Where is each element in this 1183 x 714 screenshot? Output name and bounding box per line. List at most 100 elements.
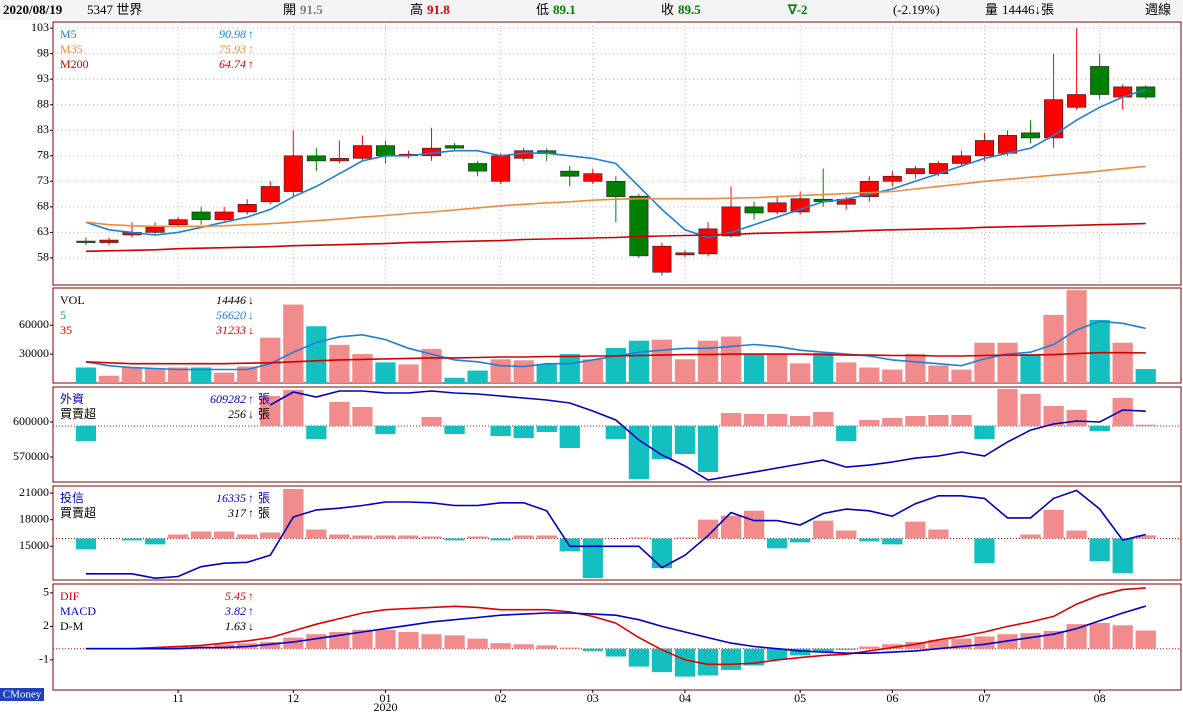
bar <box>651 339 673 383</box>
candle-body <box>629 195 649 257</box>
legend-unit: 張 <box>258 407 270 421</box>
bar <box>75 367 97 383</box>
bar <box>859 538 880 542</box>
bar <box>928 365 949 383</box>
legend-name: 35 <box>60 323 72 337</box>
bar <box>582 538 603 579</box>
bar <box>743 354 765 383</box>
bar <box>75 538 97 550</box>
x-tick-label: 02 <box>495 691 507 705</box>
bar <box>559 426 580 448</box>
y-tick-label: 21000 <box>19 485 49 499</box>
bar <box>1089 319 1110 383</box>
candle-body <box>237 204 257 213</box>
legend-value: 256 <box>228 407 246 421</box>
bar <box>1135 535 1156 539</box>
legend-trend: ↑ <box>248 392 254 406</box>
x-tick-label: 01 <box>379 691 391 705</box>
bar <box>121 538 143 541</box>
y-tick-label: 63 <box>37 224 49 238</box>
bar <box>628 426 650 479</box>
candle-body <box>260 186 280 203</box>
legend-value: 14446 <box>216 293 246 307</box>
item-value: 91.5 <box>300 2 323 17</box>
legend-name: VOL <box>60 293 85 307</box>
candle-body <box>583 173 603 182</box>
panel-frame <box>52 485 1182 581</box>
bar <box>421 634 442 649</box>
bar <box>928 529 949 539</box>
y-tick-label: 30000 <box>19 346 49 360</box>
y-tick-label: 2 <box>43 618 49 632</box>
bar <box>836 648 857 650</box>
bar <box>836 530 857 539</box>
bar <box>905 416 926 426</box>
change: ∇-2 <box>787 2 808 17</box>
bar <box>1135 369 1156 383</box>
legend-name: DIF <box>60 589 80 603</box>
bar <box>214 531 235 539</box>
bar <box>421 417 442 426</box>
bar <box>1135 424 1156 426</box>
bar <box>743 414 765 426</box>
bar <box>490 359 511 383</box>
legend-value: 31233 <box>215 323 246 337</box>
candle-body <box>445 145 465 149</box>
bar <box>375 426 396 434</box>
bar <box>720 413 742 426</box>
bar <box>836 426 857 441</box>
bar <box>1112 398 1133 426</box>
bar <box>766 354 788 383</box>
bar <box>813 353 834 383</box>
bar <box>859 646 880 649</box>
bar <box>559 354 580 383</box>
volume-label: 量 <box>985 2 998 17</box>
bar <box>306 326 327 383</box>
candle-body <box>698 228 718 255</box>
legend-name: M35 <box>60 42 83 56</box>
y-tick-label: 600000 <box>13 414 49 428</box>
candle-body <box>352 145 372 159</box>
candle-body <box>283 155 303 192</box>
bar <box>813 520 834 539</box>
legend-trend: ↓ <box>248 407 254 421</box>
stock: 5347 世界 <box>87 2 142 17</box>
bar <box>260 396 281 426</box>
volume: 14446↓張 <box>1002 2 1054 17</box>
bar <box>743 510 765 539</box>
legend-value: 5.45 <box>225 589 246 603</box>
legend-name: M5 <box>60 27 77 41</box>
bar <box>951 638 972 649</box>
bar <box>628 648 650 667</box>
line <box>85 587 1146 666</box>
bar <box>882 644 903 649</box>
line <box>85 351 1146 365</box>
legend-trend: ↓ <box>248 619 254 633</box>
bar <box>306 529 327 539</box>
bar <box>144 538 166 545</box>
bar <box>651 426 673 459</box>
candle-body <box>491 155 511 182</box>
bar <box>674 359 696 383</box>
legend-unit: 張 <box>258 506 270 520</box>
legend-trend: ↑ <box>248 506 254 520</box>
bar <box>790 538 811 543</box>
x-tick-label: 06 <box>886 691 898 705</box>
bar <box>1043 314 1064 383</box>
bar <box>398 535 419 539</box>
bar <box>191 367 212 383</box>
legend-name: 買賣超 <box>60 505 96 520</box>
candle-body <box>329 158 349 162</box>
y-tick-label: 5 <box>43 585 49 599</box>
bar <box>928 639 949 649</box>
bar <box>536 645 557 649</box>
bar <box>75 426 97 441</box>
legend-value: 317 <box>227 506 247 520</box>
bar <box>628 537 650 539</box>
period: 週線 <box>1145 2 1171 17</box>
candle-body <box>744 206 764 214</box>
legend-name: D-M <box>60 619 84 633</box>
bar <box>121 367 143 383</box>
legend-trend: ↓ <box>248 293 254 307</box>
